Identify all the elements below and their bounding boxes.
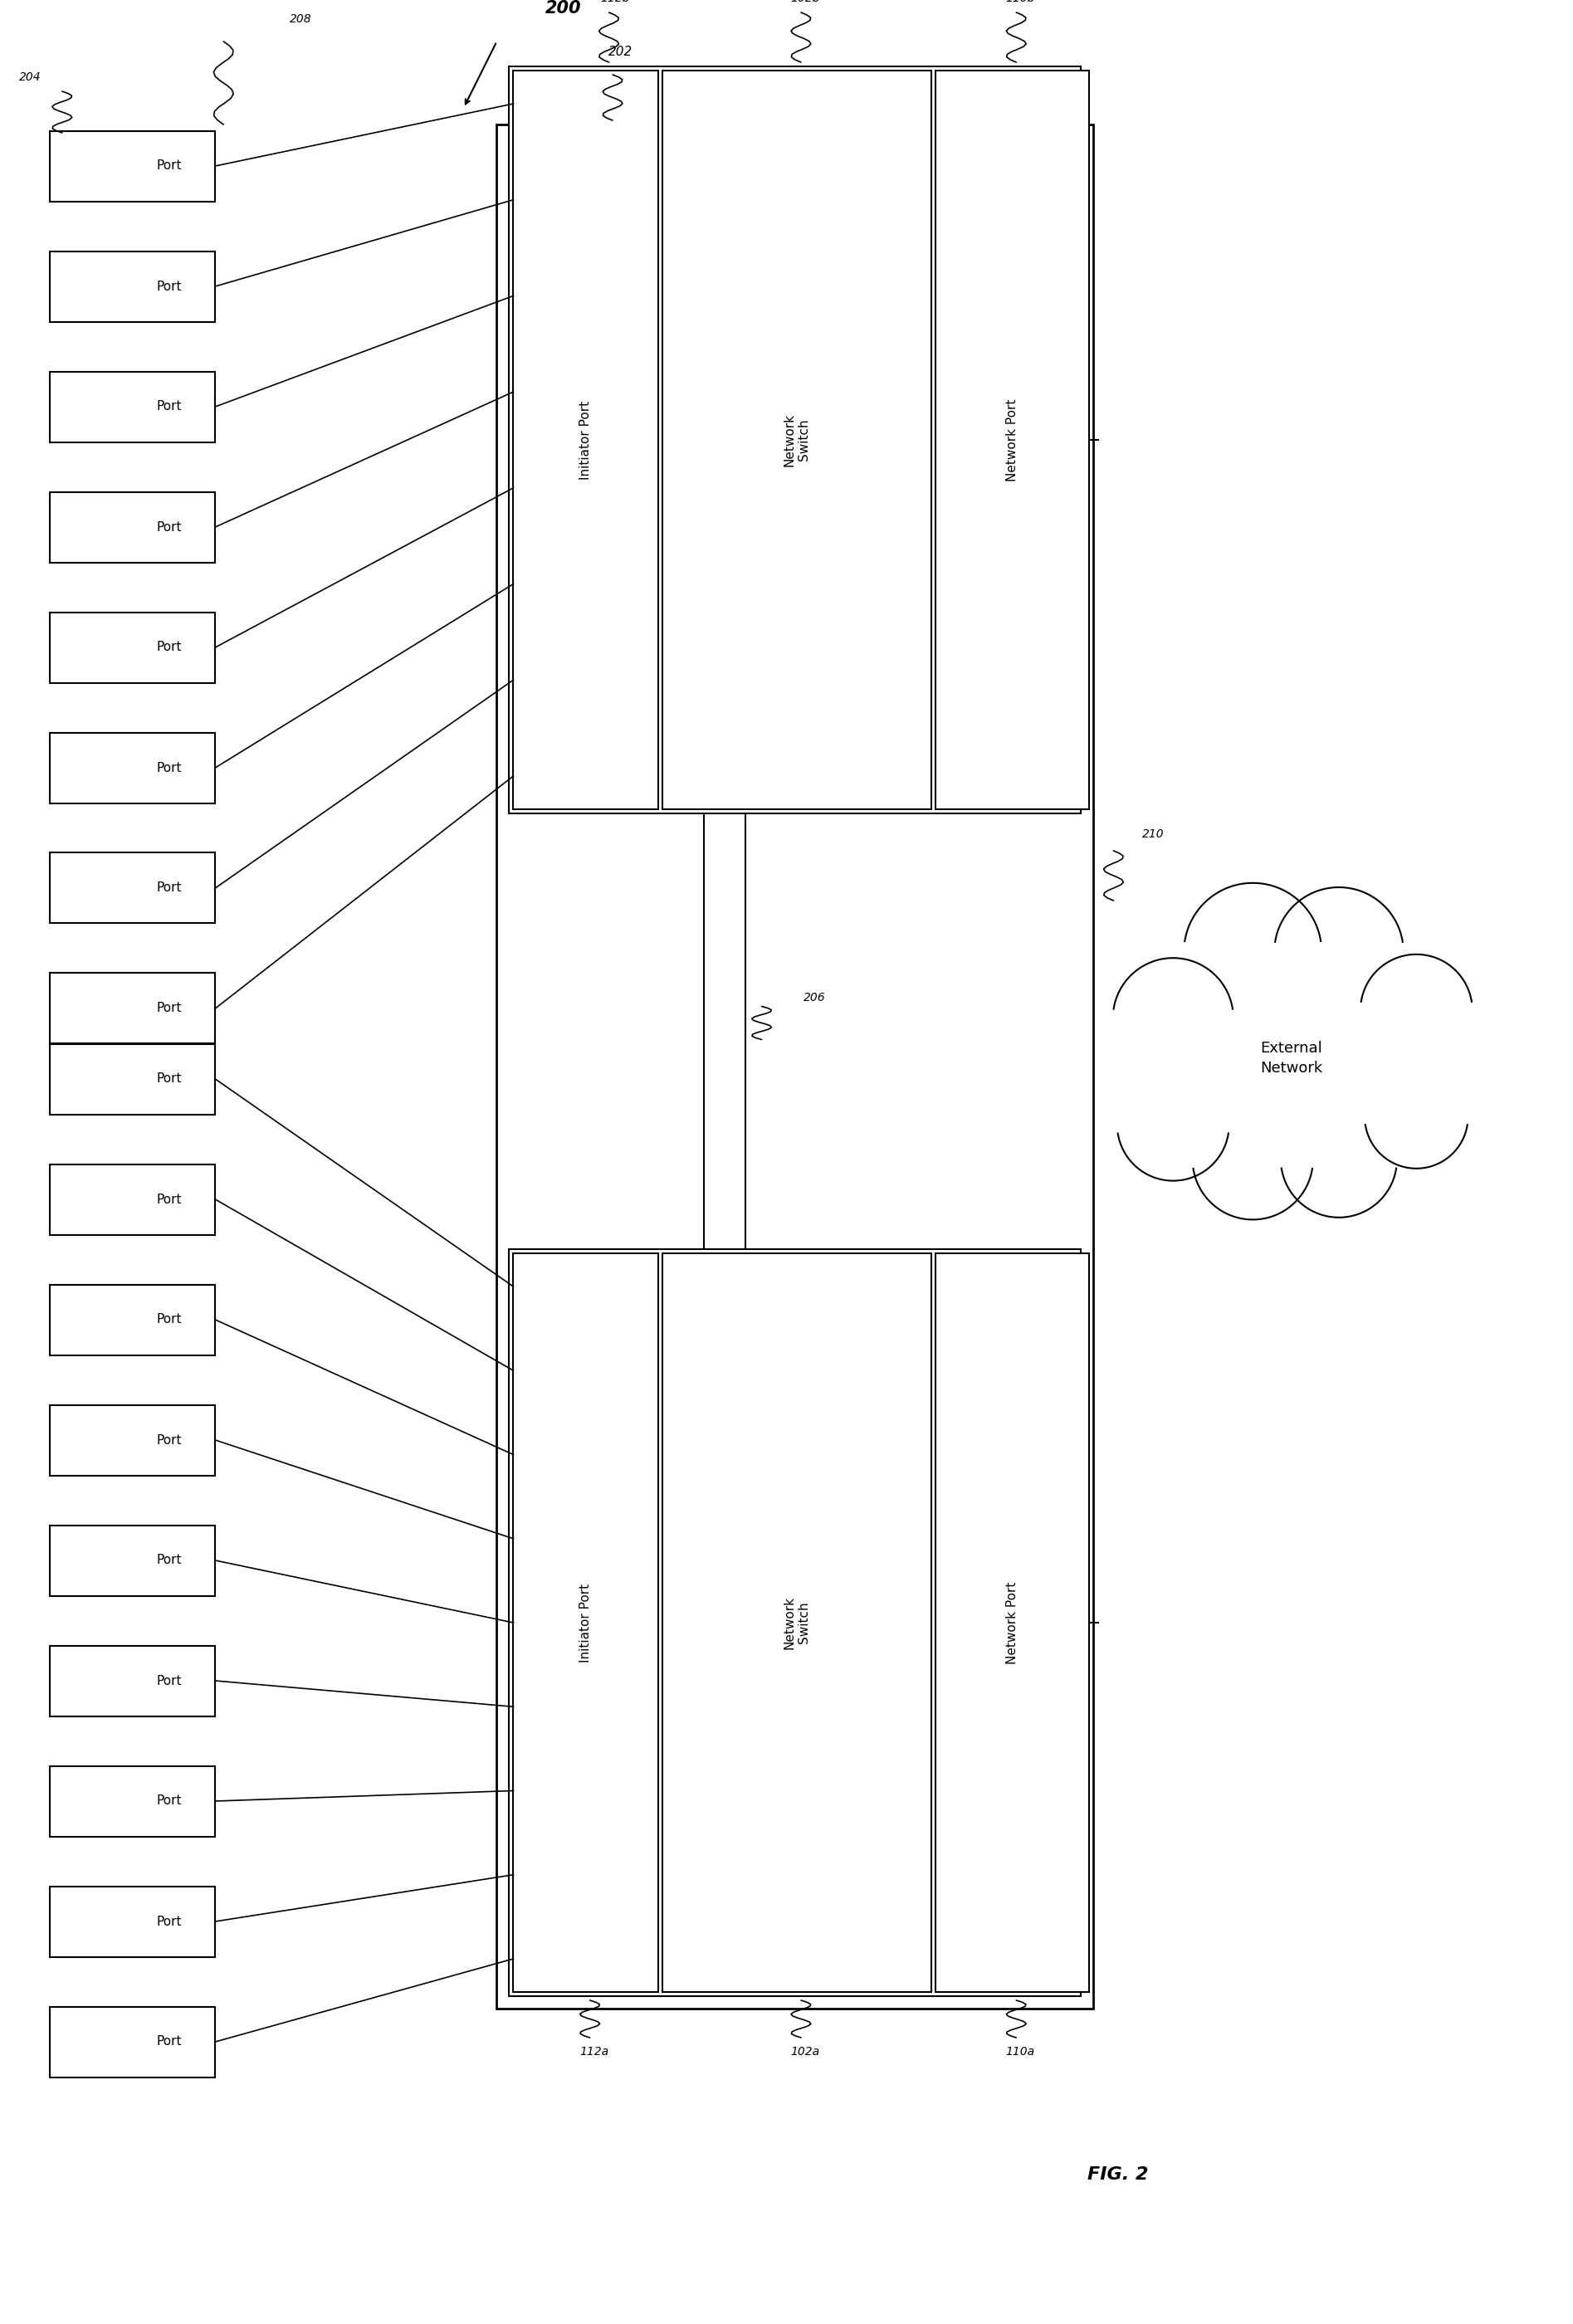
Text: Port: Port [156,2036,181,2047]
Text: Port: Port [156,881,181,895]
Bar [662,1253,931,1992]
Text: Port: Port [156,1555,181,1566]
Text: Initiator Port: Initiator Port [579,400,591,479]
Bar [50,130,216,202]
Text: Port: Port [156,1313,181,1327]
Bar [50,493,216,562]
Bar [50,1043,216,1113]
Text: Port: Port [156,281,181,293]
Bar [662,70,931,809]
Bar [50,2006,216,2078]
Text: Port: Port [156,1074,181,1085]
Text: Network
Switch: Network Switch [783,1597,810,1650]
Bar [50,732,216,804]
Bar [50,1285,216,1355]
Text: 102b: 102b [791,0,820,5]
Bar [50,1164,216,1234]
Bar [510,67,1081,813]
Bar [50,611,216,683]
Text: 112a: 112a [579,2045,609,2057]
Text: Port: Port [156,1434,181,1446]
Text: 200: 200 [544,0,580,16]
Bar [50,853,216,923]
Bar [50,1404,216,1476]
Text: Port: Port [156,1192,181,1206]
Text: 112b: 112b [599,0,629,5]
Bar [50,372,216,442]
Text: Port: Port [156,1794,181,1808]
Bar [50,251,216,321]
Bar [936,1253,1089,1992]
Bar [50,974,216,1043]
Bar [510,1250,1081,1996]
Bar [497,125,1093,2008]
Bar [50,1766,216,1836]
Text: 208: 208 [289,14,311,26]
Text: Port: Port [156,1676,181,1687]
Text: 206: 206 [804,992,826,1004]
Bar [936,70,1089,809]
Text: Port: Port [156,1002,181,1016]
Bar [513,1253,658,1992]
Text: 110b: 110b [1005,0,1035,5]
Text: Port: Port [156,521,181,532]
Text: External
Network: External Network [1260,1041,1323,1076]
Text: 202: 202 [609,46,632,58]
Text: 210: 210 [1142,827,1164,839]
Bar [513,70,658,809]
Text: 204: 204 [19,72,41,84]
Text: Port: Port [156,762,181,774]
Text: Port: Port [156,160,181,172]
Text: Initiator Port: Initiator Port [579,1583,591,1662]
Text: 110a: 110a [1005,2045,1035,2057]
Text: Network Port: Network Port [1005,1580,1018,1664]
Polygon shape [1114,883,1472,1220]
Text: Port: Port [156,400,181,414]
Text: Port: Port [156,1915,181,1927]
Text: Network
Switch: Network Switch [783,414,810,467]
Bar [50,1887,216,1957]
Text: Port: Port [156,641,181,653]
Text: Network Port: Network Port [1005,400,1018,481]
Bar [50,1525,216,1597]
Bar [50,1645,216,1715]
Text: FIG. 2: FIG. 2 [1087,2166,1148,2182]
Text: 102a: 102a [791,2045,820,2057]
